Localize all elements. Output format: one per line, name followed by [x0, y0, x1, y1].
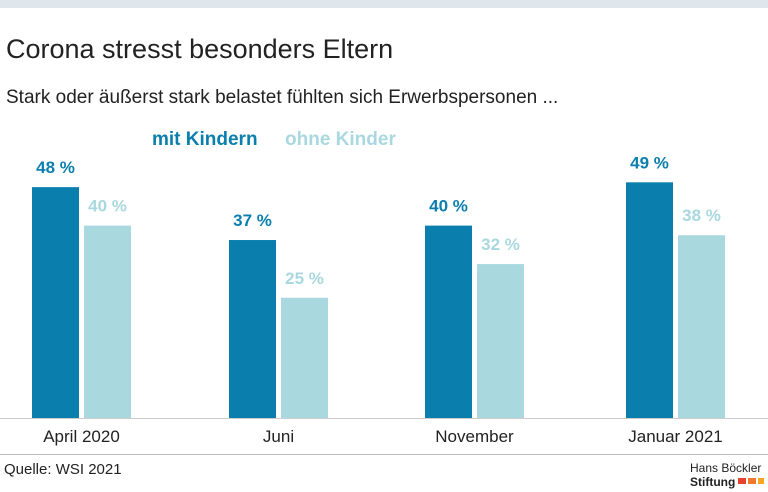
logo-mark [748, 478, 756, 484]
legend-label: ohne Kinder [285, 129, 396, 150]
bar [477, 264, 524, 418]
logo-line: Hans Böckler [690, 461, 761, 475]
value-label: 49 % [630, 153, 669, 172]
value-label: 37 % [233, 211, 272, 230]
value-label: 40 % [88, 197, 127, 216]
bar [678, 235, 725, 418]
value-label: 25 % [285, 269, 324, 288]
logo-mark [758, 478, 764, 484]
bar [281, 297, 328, 418]
bar [229, 240, 276, 418]
value-label: 48 % [36, 158, 75, 177]
bar [626, 182, 673, 418]
bar [84, 225, 131, 418]
legend-label: mit Kindern [152, 129, 258, 150]
x-tick-label: April 2020 [43, 427, 120, 446]
x-tick-label: November [435, 427, 514, 446]
value-label: 38 % [682, 206, 721, 225]
value-label: 32 % [481, 235, 520, 254]
value-label: 40 % [429, 197, 468, 216]
chart-subtitle: Stark oder äußerst stark belastet fühlte… [6, 87, 558, 108]
logo-mark [738, 478, 746, 484]
bar [32, 187, 79, 418]
logo-line: Stiftung [690, 475, 735, 489]
top-stripe [0, 0, 768, 8]
x-tick-label: Juni [263, 427, 294, 446]
bar [425, 225, 472, 418]
chart-title: Corona stresst besonders Eltern [6, 34, 393, 64]
x-tick-label: Januar 2021 [628, 427, 723, 446]
source: Quelle: WSI 2021 [4, 461, 122, 478]
